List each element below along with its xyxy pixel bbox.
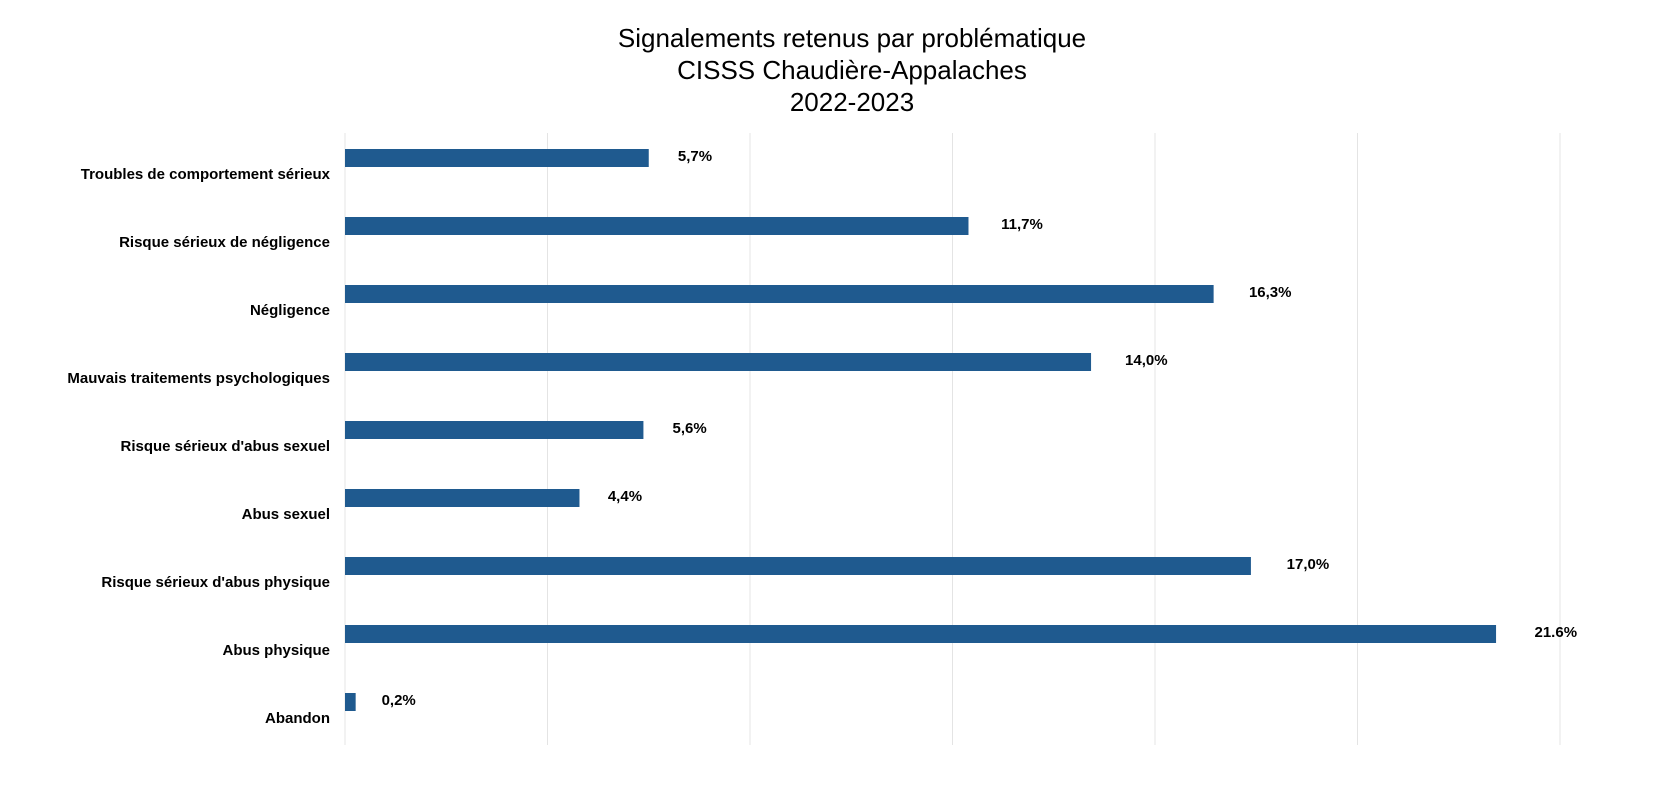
bar — [345, 421, 644, 439]
bar — [345, 557, 1251, 575]
bar — [345, 353, 1092, 371]
bar — [345, 285, 1214, 303]
y-tick-label: Abus physique — [222, 642, 330, 659]
bar — [345, 693, 356, 711]
bar — [345, 217, 969, 235]
y-tick-label: Abandon — [265, 710, 330, 727]
value-label: 16,3% — [1249, 284, 1292, 301]
value-label: 17,0% — [1287, 556, 1330, 573]
y-tick-label: Troubles de comportement sérieux — [81, 166, 331, 183]
bar — [345, 489, 580, 507]
value-label: 11,7% — [1001, 216, 1043, 233]
chart-title: 2022-2023 — [790, 87, 914, 117]
value-label: 5,6% — [672, 420, 706, 437]
y-tick-label: Négligence — [250, 302, 330, 319]
value-label: 4,4% — [608, 488, 642, 505]
value-label: 0,2% — [382, 692, 416, 709]
bar — [345, 149, 649, 167]
y-tick-label: Abus sexuel — [242, 506, 330, 523]
bar — [345, 625, 1497, 643]
value-label: 5,7% — [678, 148, 712, 165]
chart-title: CISSS Chaudière-Appalaches — [677, 55, 1027, 85]
chart-title: Signalements retenus par problématique — [618, 23, 1086, 53]
y-tick-label: Risque sérieux de négligence — [119, 234, 330, 251]
y-tick-label: Risque sérieux d'abus sexuel — [121, 438, 331, 455]
y-tick-label: Mauvais traitements psychologiques — [67, 370, 330, 387]
value-label: 14,0% — [1125, 352, 1168, 369]
value-label: 21.6% — [1535, 624, 1578, 641]
y-tick-label: Risque sérieux d'abus physique — [101, 574, 330, 591]
